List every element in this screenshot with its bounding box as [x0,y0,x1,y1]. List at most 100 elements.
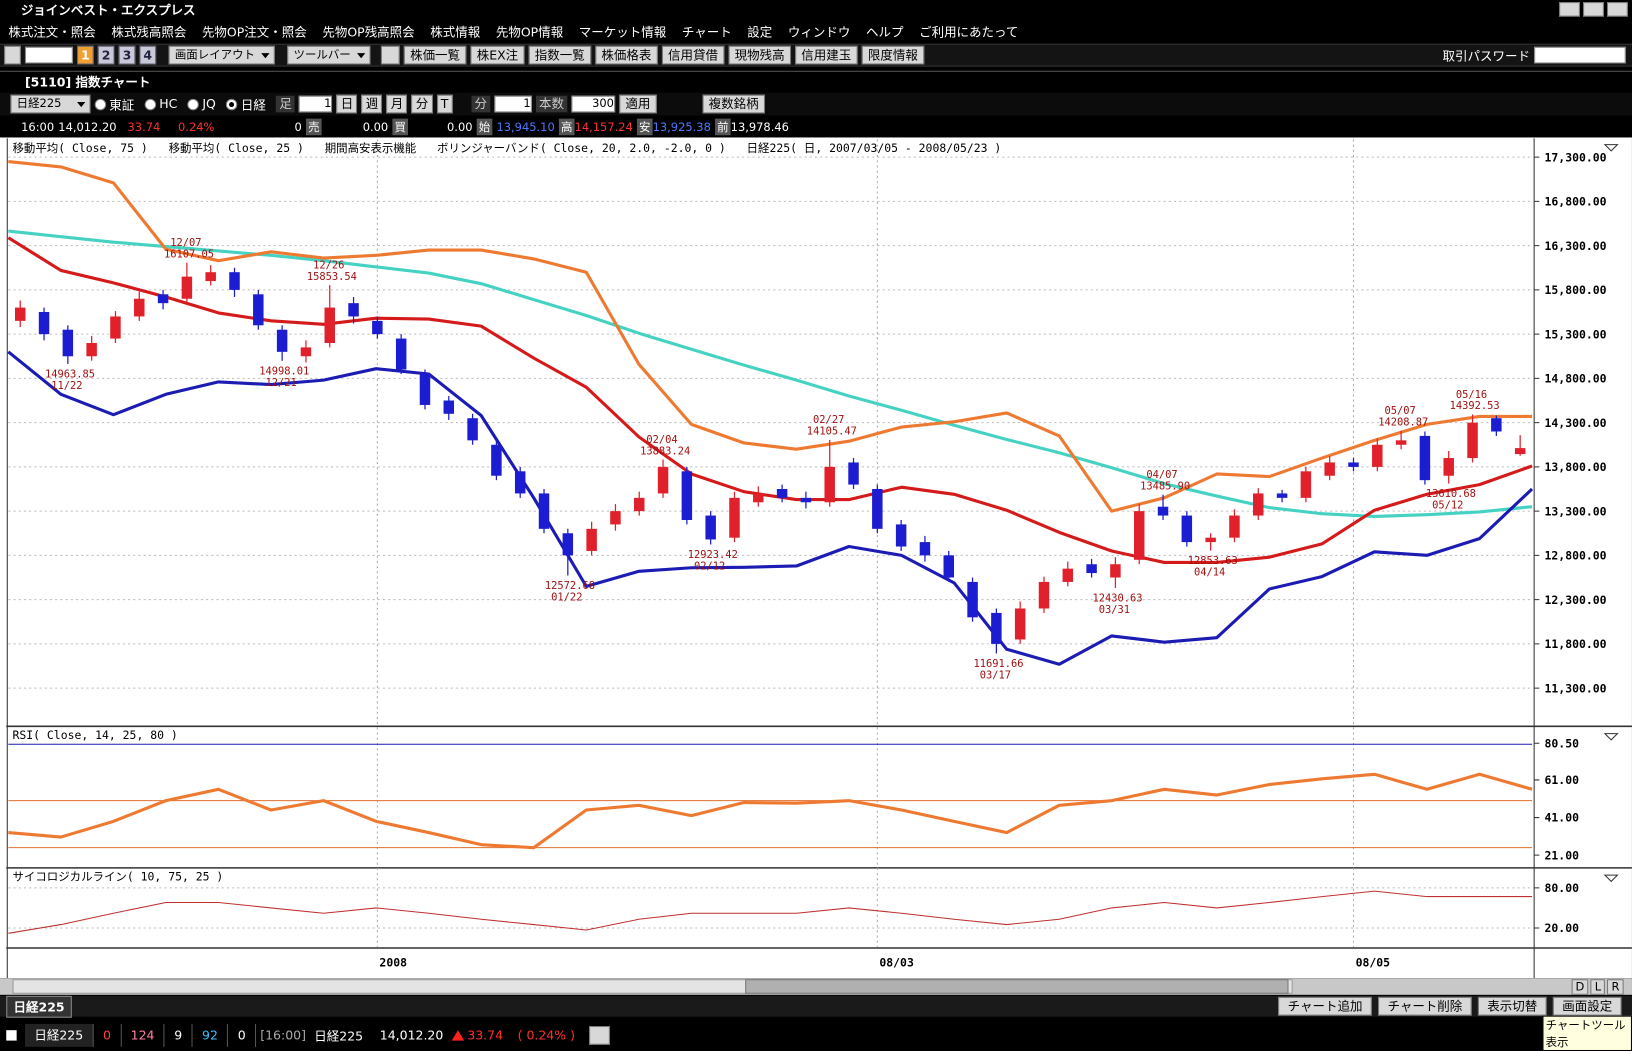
candle-body [920,542,930,555]
page-input[interactable] [25,47,73,64]
scroll-button[interactable]: R [1607,979,1623,995]
menu-item[interactable]: ご利用にあたって [919,22,1018,40]
page-button[interactable]: 2 [98,46,115,65]
title-bar: ジョインベスト・エクスプレス [0,0,1632,19]
chart-tab[interactable]: 日経225 [6,995,72,1017]
menu-item[interactable]: チャート [682,22,732,40]
toolbar-button[interactable]: 株価格表 [595,46,657,65]
nav-arrows[interactable] [381,46,400,65]
status-count: 92 [193,1024,229,1047]
status-count: 9 [165,1024,193,1047]
y-tick-label: 11,300.00 [1545,681,1607,695]
y-tick-label: 13,300.00 [1545,504,1607,518]
toolbar-button[interactable]: 現物残高 [728,46,790,65]
market-radio[interactable]: JQ [188,97,216,112]
market-radio[interactable]: 日経 [226,95,266,113]
toolbar-button[interactable]: 指数一覧 [529,46,591,65]
high-low-value: 12572.68 [545,580,595,592]
menu-item[interactable]: 先物OP残高照会 [322,22,414,40]
password-input[interactable] [1534,47,1626,64]
candle-body [1182,516,1192,543]
dropdown[interactable]: 画面レイアウト [169,46,275,65]
chart-button[interactable]: チャート追加 [1278,997,1372,1016]
candle-body [1086,564,1096,573]
candle-body [634,498,644,511]
candle-body [682,471,692,520]
toolbar-button[interactable]: 株EX注 [470,46,524,65]
high-low-value: 13883.24 [640,445,690,457]
market-radio[interactable]: 東証 [95,95,135,113]
toolbar-button[interactable]: 信用貸借 [662,46,724,65]
count-input[interactable]: 300 [571,96,615,113]
interval-input[interactable]: 1 [299,96,332,113]
menu-item[interactable]: ヘルプ [866,22,903,40]
symbol-select[interactable]: 日経225 [10,95,90,114]
menu-item[interactable]: ウィンドウ [788,22,850,40]
scroll-button[interactable]: L [1591,979,1606,995]
minimize[interactable] [1559,2,1580,17]
candle-body [515,471,525,493]
minute-input[interactable]: 1 [494,96,531,113]
minute-label: 分 [471,96,490,113]
market-radio[interactable]: HC [145,97,178,112]
tool-icon[interactable] [4,46,21,65]
quote-label: 安 [637,119,653,136]
menu-item[interactable]: マーケット情報 [579,22,666,40]
toolbar-button[interactable]: 株価一覧 [404,46,466,65]
password-group: 取引パスワード [1443,46,1626,64]
y-tick-label: 15,300.00 [1545,327,1607,341]
page-button[interactable]: 4 [139,46,156,65]
high-low-value: 14998.01 [259,365,309,377]
toolbar-button[interactable]: 限度情報 [862,46,924,65]
menu-item[interactable]: 設定 [747,22,772,40]
chart-button[interactable]: 表示切替 [1478,997,1547,1016]
quote-value: 13,945.10 [492,120,559,134]
high-low-value: 14208.87 [1378,416,1428,428]
status-count: 0 [228,1024,256,1047]
period-button[interactable]: T [437,95,453,114]
candle-body [1253,493,1263,515]
candle-body [325,308,335,343]
period-button[interactable]: 分 [412,95,433,114]
menu-item[interactable]: 先物OP情報 [496,22,563,40]
quote-label: 売 [306,119,322,136]
period-button[interactable]: 日 [337,95,358,114]
restore[interactable] [1583,2,1604,17]
chart-button[interactable]: チャート削除 [1378,997,1472,1016]
y-tick-label: 16,300.00 [1545,239,1607,253]
toolbar-button[interactable]: 信用建玉 [795,46,857,65]
candle-body [182,277,192,299]
legend-entry: ボリンジャーバンド( Close, 20, 2.0, -2.0, 0 ) [437,141,726,155]
period-button[interactable]: 月 [387,95,408,114]
menu-item[interactable]: 株式残高照会 [111,22,186,40]
page-button[interactable]: 3 [119,46,136,65]
candle-body [1348,462,1358,466]
multi-button[interactable]: 複数銘柄 [702,95,764,114]
candle-body [158,294,168,303]
scroll-thumb[interactable] [745,979,1288,994]
high-low-date: 04/14 [1194,567,1225,579]
apply-button[interactable]: 適用 [619,95,656,114]
candle-body [1277,493,1287,497]
menu-item[interactable]: 株式注文・照会 [8,22,95,40]
scroll-button[interactable]: D [1571,979,1588,995]
candle-body [348,303,358,316]
status-checkbox[interactable] [6,1030,16,1040]
high-low-value: 15853.54 [307,271,357,283]
candle-body [86,343,96,356]
menu-item[interactable]: 株式情報 [430,22,480,40]
candle-body [1205,538,1215,542]
scroll-bar[interactable]: DLR [0,978,1632,995]
menu-item[interactable]: 先物OP注文・照会 [202,22,307,40]
status-bar: 日経22501249920[16:00]日経22514,012.2033.74(… [0,1023,1632,1048]
period-button[interactable]: 週 [362,95,383,114]
status-price: 14,012.20 [371,1028,451,1043]
close[interactable] [1607,2,1628,17]
window-controls [1559,2,1628,17]
page-button[interactable]: 1 [77,46,94,65]
high-low-date: 04/07 [1146,469,1177,481]
dropdown[interactable]: ツールバー [287,46,370,65]
high-low-value: 14105.47 [807,426,857,438]
chart-button[interactable]: 画面設定 [1553,997,1622,1016]
status-scroll-button[interactable] [590,1026,611,1045]
